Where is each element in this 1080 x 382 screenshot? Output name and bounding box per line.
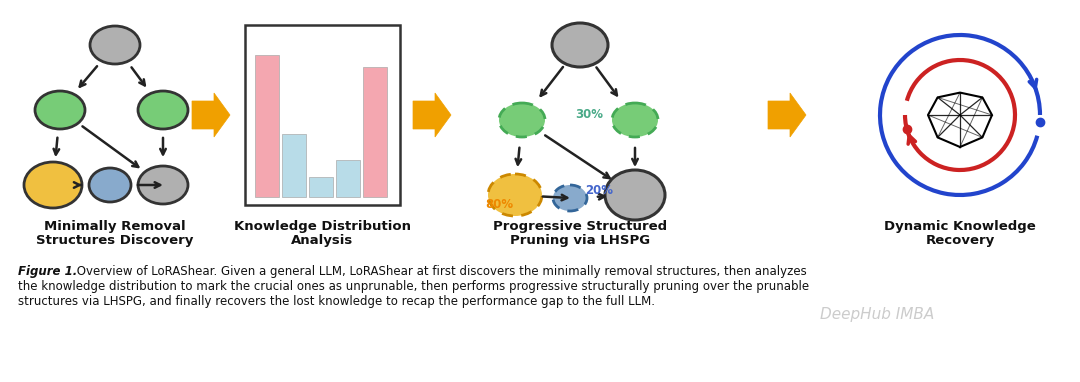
Text: structures via LHSPG, and finally recovers the lost knowledge to recap the perfo: structures via LHSPG, and finally recove…	[18, 295, 654, 308]
Bar	[282, 134, 306, 197]
Text: Recovery: Recovery	[926, 234, 995, 247]
Bar	[245, 25, 400, 205]
Text: Dynamic Knowledge: Dynamic Knowledge	[885, 220, 1036, 233]
Ellipse shape	[24, 162, 82, 208]
Ellipse shape	[612, 103, 658, 137]
Ellipse shape	[90, 26, 140, 64]
Text: 20%: 20%	[585, 183, 613, 196]
Polygon shape	[768, 93, 806, 137]
Bar	[255, 55, 279, 197]
Text: Pruning via LHSPG: Pruning via LHSPG	[510, 234, 650, 247]
Ellipse shape	[488, 174, 542, 216]
Text: 30%: 30%	[575, 108, 603, 121]
Text: Overview of LoRAShear. Given a general LLM, LoRAShear at first discovers the min: Overview of LoRAShear. Given a general L…	[73, 265, 807, 278]
Polygon shape	[413, 93, 451, 137]
Text: Structures Discovery: Structures Discovery	[37, 234, 193, 247]
Ellipse shape	[553, 185, 588, 211]
Text: the knowledge distribution to mark the crucial ones as unprunable, then performs: the knowledge distribution to mark the c…	[18, 280, 809, 293]
Ellipse shape	[35, 91, 85, 129]
Ellipse shape	[89, 168, 131, 202]
Ellipse shape	[138, 166, 188, 204]
Text: Minimally Removal: Minimally Removal	[44, 220, 186, 233]
Ellipse shape	[552, 23, 608, 67]
Text: DeepHub IMBA: DeepHub IMBA	[820, 307, 934, 322]
Text: Progressive Structured: Progressive Structured	[492, 220, 667, 233]
Text: Analysis: Analysis	[292, 234, 353, 247]
Text: 80%: 80%	[485, 199, 513, 212]
Bar	[336, 160, 360, 197]
Text: Figure 1.: Figure 1.	[18, 265, 78, 278]
Ellipse shape	[499, 103, 545, 137]
Bar	[309, 177, 333, 197]
Polygon shape	[192, 93, 230, 137]
Ellipse shape	[605, 170, 665, 220]
Bar	[363, 67, 387, 197]
Text: Knowledge Distribution: Knowledge Distribution	[234, 220, 411, 233]
Ellipse shape	[138, 91, 188, 129]
